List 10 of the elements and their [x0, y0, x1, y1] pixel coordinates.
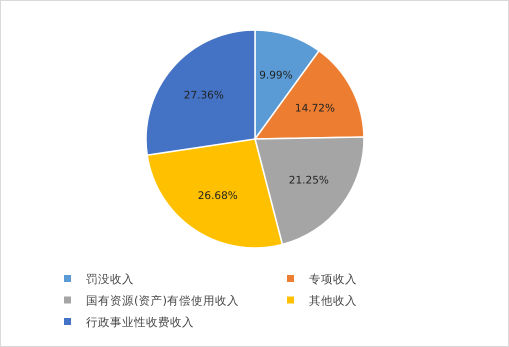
data-label: 26.68% [198, 190, 238, 202]
legend-label: 国有资源(资产)有偿使用收入 [86, 294, 239, 308]
data-label: 21.25% [288, 174, 329, 187]
data-label: 9.99% [259, 69, 293, 82]
data-label: 14.72% [294, 102, 335, 114]
legend-label: 罚没收入 [86, 272, 134, 286]
legend-label: 专项收入 [309, 272, 357, 286]
legend-label: 其他收入 [309, 294, 357, 308]
data-label: 27.36% [184, 90, 224, 102]
legend-label: 行政事业性收费收入 [86, 315, 194, 330]
